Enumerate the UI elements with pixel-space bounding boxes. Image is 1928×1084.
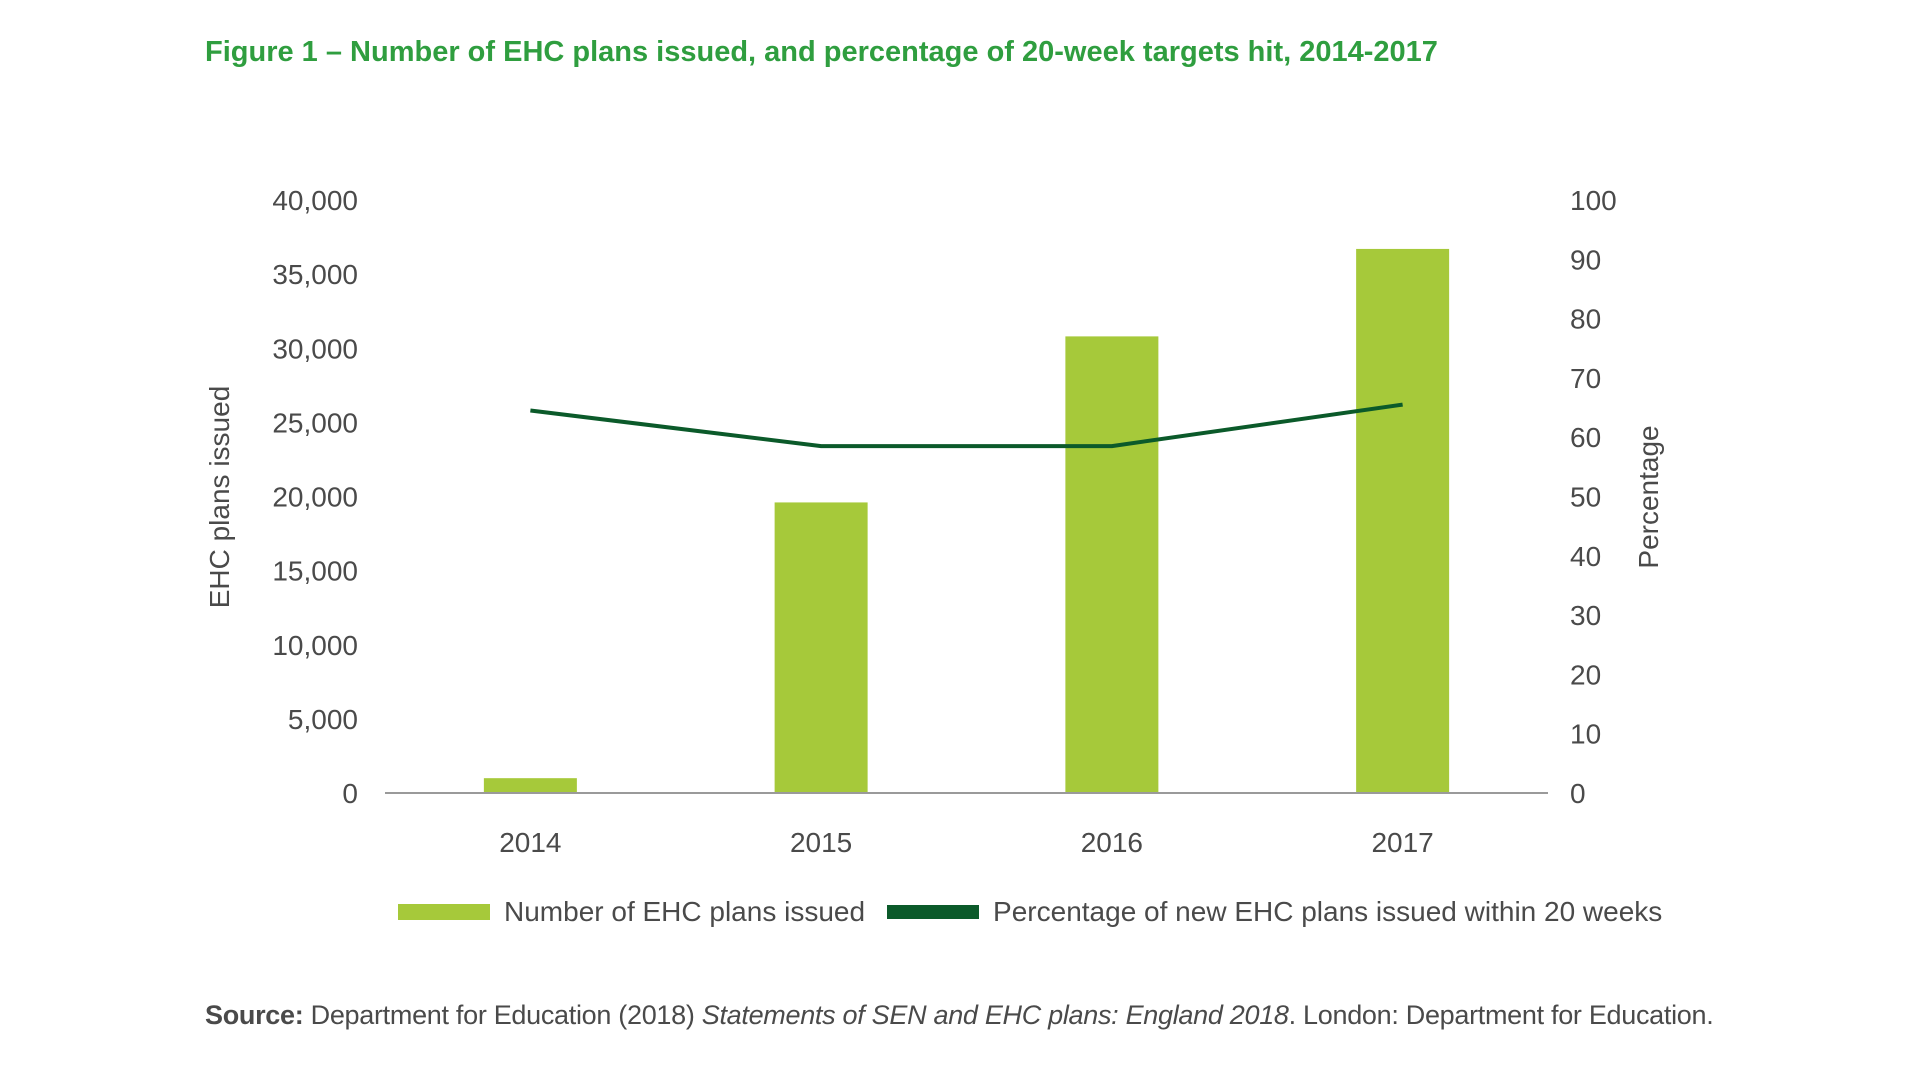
left-tick-label: 5,000 <box>288 704 358 735</box>
left-tick-label: 15,000 <box>272 556 358 587</box>
right-tick-label: 0 <box>1570 778 1586 809</box>
right-tick-label: 30 <box>1570 600 1601 631</box>
legend-swatch-bar <box>398 904 490 920</box>
x-axis-ticks: 2014 2015 2016 2017 <box>499 827 1434 858</box>
source-text-before: Department for Education (2018) <box>303 1000 702 1030</box>
right-tick-label: 50 <box>1570 482 1601 513</box>
left-tick-label: 0 <box>342 778 358 809</box>
left-axis-ticks: 0 5,000 10,000 15,000 20,000 25,000 30,000 35,0… <box>272 185 358 809</box>
right-tick-label: 60 <box>1570 422 1601 453</box>
left-tick-label: 20,000 <box>272 482 358 513</box>
legend-swatch-line <box>887 905 980 919</box>
x-tick-label: 2017 <box>1371 827 1433 858</box>
left-axis-title: EHC plans issued <box>204 386 235 609</box>
right-axis-ticks: 0 10 20 30 40 50 60 70 80 90 100 <box>1570 185 1617 809</box>
legend: Number of EHC plans issued Percentage of… <box>398 896 1662 928</box>
bar <box>1065 336 1159 793</box>
right-tick-label: 10 <box>1570 719 1601 750</box>
right-tick-label: 90 <box>1570 244 1601 275</box>
left-tick-label: 35,000 <box>272 259 358 290</box>
chart-title: Figure 1 – Number of EHC plans issued, a… <box>205 36 1438 68</box>
line-series <box>530 402 1403 449</box>
left-tick-label: 25,000 <box>272 407 358 438</box>
source-note: Source: Department for Education (2018) … <box>205 1000 1714 1031</box>
legend-label-line: Percentage of new EHC plans issued withi… <box>993 896 1663 927</box>
source-prefix: Source: <box>205 1000 304 1030</box>
source-title: Statements of SEN and EHC plans: England… <box>701 1000 1289 1030</box>
legend-item-bars: Number of EHC plans issued <box>398 896 865 928</box>
source-text-after: . London: Department for Education. <box>1288 1000 1714 1030</box>
left-tick-label: 40,000 <box>272 185 358 216</box>
x-tick-label: 2015 <box>790 827 852 858</box>
x-tick-label: 2016 <box>1081 827 1143 858</box>
x-tick-label: 2014 <box>499 827 561 858</box>
right-tick-label: 40 <box>1570 541 1601 572</box>
right-axis-title: Percentage <box>1633 425 1664 568</box>
bar-series <box>483 248 1450 794</box>
left-tick-label: 30,000 <box>272 333 358 364</box>
series-line <box>530 402 1403 449</box>
bar <box>774 502 868 793</box>
right-tick-label: 100 <box>1570 185 1617 216</box>
right-tick-label: 70 <box>1570 363 1601 394</box>
left-tick-label: 10,000 <box>272 630 358 661</box>
right-tick-label: 80 <box>1570 304 1601 335</box>
legend-label-bars: Number of EHC plans issued <box>504 896 866 927</box>
bar <box>483 778 577 793</box>
bar <box>1356 248 1450 794</box>
legend-item-line: Percentage of new EHC plans issued withi… <box>887 896 1662 928</box>
right-tick-label: 20 <box>1570 659 1601 690</box>
